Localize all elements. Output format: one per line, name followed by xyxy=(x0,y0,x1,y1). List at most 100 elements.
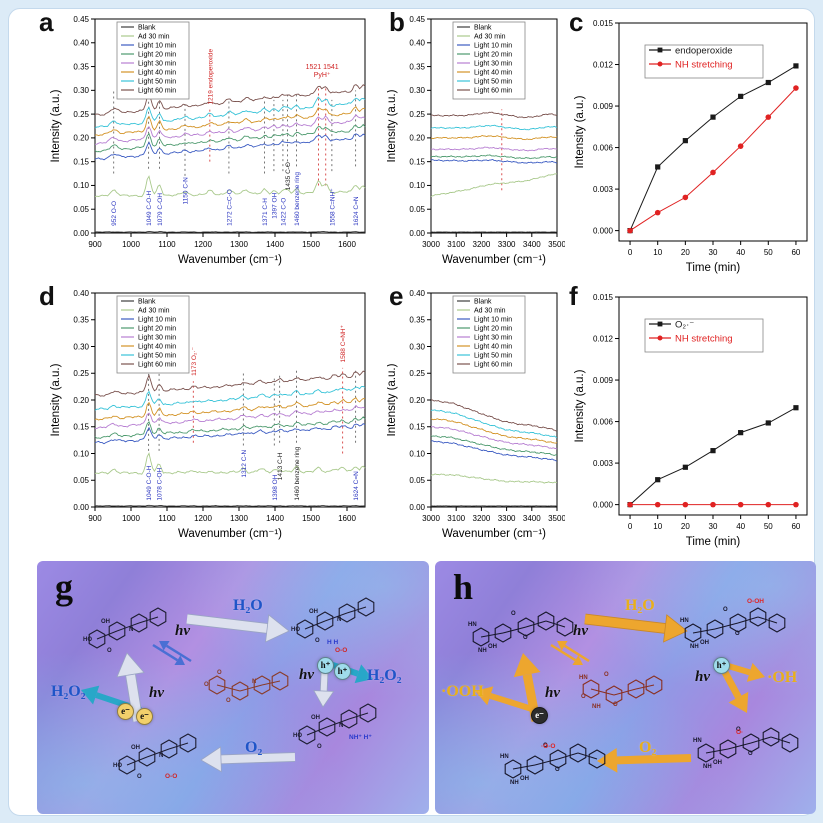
legend-item-label: Light 60 min xyxy=(474,362,512,369)
spectrum-curve-light-40-min xyxy=(94,397,366,421)
legend-item-label: Blank xyxy=(474,25,492,32)
atom-label: O xyxy=(226,698,231,704)
atom-label: O xyxy=(555,767,560,773)
diagram-species-label: H₂O xyxy=(233,597,263,614)
bond-line xyxy=(635,684,655,690)
bond-line xyxy=(750,736,772,744)
atom-label: HN xyxy=(693,738,702,744)
bond-line xyxy=(168,742,189,750)
x-tick-label: 3400 xyxy=(523,240,541,249)
x-tick-label: 0 xyxy=(628,248,633,257)
data-point-square xyxy=(765,420,771,426)
y-tick-label: 0.006 xyxy=(593,417,614,426)
x-tick-label: 3300 xyxy=(498,240,516,249)
data-point-circle xyxy=(682,194,689,201)
x-tick-label: 0 xyxy=(628,522,633,531)
atom-label: NH xyxy=(510,780,519,786)
data-point-circle xyxy=(710,501,716,508)
legend-item-label: Light 30 min xyxy=(474,61,512,68)
x-axis-title: Wavenumber (cm⁻¹) xyxy=(442,254,546,266)
benzene-ring xyxy=(231,681,249,701)
panel-label-a: a xyxy=(39,7,54,37)
data-point-circle xyxy=(737,501,744,508)
panel-f-kinetics-chart: f 0.000 0.003 0.006 0.009 0.012 0.015 0 10 20 30 4… xyxy=(567,283,817,557)
mechanism-arrow-head xyxy=(354,664,373,684)
atom-label: N xyxy=(129,627,133,633)
x-tick-label: 1000 xyxy=(122,514,140,523)
bond-line xyxy=(216,684,241,692)
reactive-group-label: O-O xyxy=(335,647,347,654)
panel-label-b: b xyxy=(389,7,405,37)
legend-item-label: Light 40 min xyxy=(474,70,512,77)
diagram-species-label: hν xyxy=(573,623,588,639)
benzene-ring xyxy=(472,627,490,647)
benzene-ring xyxy=(504,759,522,779)
y-tick-label: 0.40 xyxy=(409,289,425,298)
bond-line xyxy=(96,630,118,640)
x-tick-label: 30 xyxy=(709,522,718,531)
legend-item-label: Light 60 min xyxy=(138,362,176,369)
panel-e-ftir-high-wavenumber: e 0.00 0.05 0.10 0.15 0.20 0.25 0.30 0.35 0.40 30… xyxy=(387,283,565,557)
annotation-label: 1624 C=N xyxy=(353,196,360,226)
diagram-species-label: hν xyxy=(149,685,164,701)
y-tick-label: 0.05 xyxy=(409,476,425,485)
x-tick-label: 900 xyxy=(88,240,102,249)
spectrum-curve-light-60-min xyxy=(94,84,366,116)
benzene-ring xyxy=(338,603,356,623)
x-tick-label: 3000 xyxy=(422,240,440,249)
ftir-chart-d: 0.00 0.05 0.10 0.15 0.20 0.25 0.30 0.35 0.40 900 1… xyxy=(50,289,366,540)
spectrum-curve-light-50-min xyxy=(430,409,558,438)
molecule-structure: OH HO O N xyxy=(83,607,167,654)
benzene-ring xyxy=(359,703,377,723)
atom-label: O xyxy=(315,638,320,644)
legend-item-label: NH stretching xyxy=(675,333,733,344)
mechanism-arrow-head xyxy=(663,614,688,643)
y-tick-label: 0.25 xyxy=(73,369,89,378)
legend-item-label: Blank xyxy=(474,299,492,306)
x-tick-label: 40 xyxy=(736,522,745,531)
atom-label: NH xyxy=(478,648,487,654)
bond-line xyxy=(737,616,759,624)
annotation-label: 1413 C-H xyxy=(277,452,284,480)
benzene-ring xyxy=(762,727,780,747)
y-axis-title: Intensity (a.u.) xyxy=(50,363,62,436)
bond-line xyxy=(348,712,369,720)
x-axis-title: Time (min) xyxy=(686,262,741,274)
data-point-circle xyxy=(654,209,661,216)
diagram-species-label: H₂O₂ xyxy=(51,683,86,700)
mechanism-arrow-head xyxy=(159,641,170,651)
atom-label: O xyxy=(735,631,740,637)
legend-item-label: Light 40 min xyxy=(474,344,512,351)
spectrum-curve-light-50-min xyxy=(430,124,557,131)
bond-line xyxy=(705,748,729,754)
benzene-ring xyxy=(118,755,136,775)
benzene-ring xyxy=(729,613,747,633)
atom-label: HO xyxy=(83,637,92,643)
annotation-label: 1312 C-N xyxy=(241,449,248,477)
y-tick-label: 0.45 xyxy=(73,15,89,24)
y-tick-label: 0.009 xyxy=(593,376,614,385)
y-tick-label: 0.15 xyxy=(73,423,89,432)
mechanism-arrow-head xyxy=(81,685,100,705)
benzene-ring xyxy=(316,611,334,631)
spectrum-curve-light-40-min xyxy=(430,418,558,444)
annotation-label: 952 O-O xyxy=(111,201,118,226)
bond-line xyxy=(126,756,148,766)
diagram-species-label: hν xyxy=(695,669,710,685)
x-tick-label: 1000 xyxy=(122,240,140,249)
bond-line xyxy=(757,616,778,624)
benzene-ring xyxy=(588,749,606,769)
x-tick-label: 60 xyxy=(791,522,800,531)
ftir-chart-a: 0.00 0.05 0.10 0.15 0.20 0.25 0.30 0.35 0.40 0.45… xyxy=(50,15,366,266)
y-tick-label: 0.006 xyxy=(593,143,614,152)
atom-label: O xyxy=(107,648,112,654)
mechanism-arrow-head xyxy=(313,690,335,708)
y-axis-title: Intensity (a.u.) xyxy=(574,369,586,442)
data-point-circle xyxy=(793,501,799,508)
panel-a-ftir-low-wavenumber: a 0.00 0.05 0.10 0.15 0.20 0.25 0.30 0.35 0.40 0.… xyxy=(37,7,373,283)
spectrum-curve-ad-30-min xyxy=(430,473,557,484)
spectrum-curve-light-10-min xyxy=(430,440,558,462)
data-point-circle xyxy=(793,85,799,91)
data-point-circle xyxy=(765,501,772,508)
y-tick-label: 0.05 xyxy=(73,205,89,214)
